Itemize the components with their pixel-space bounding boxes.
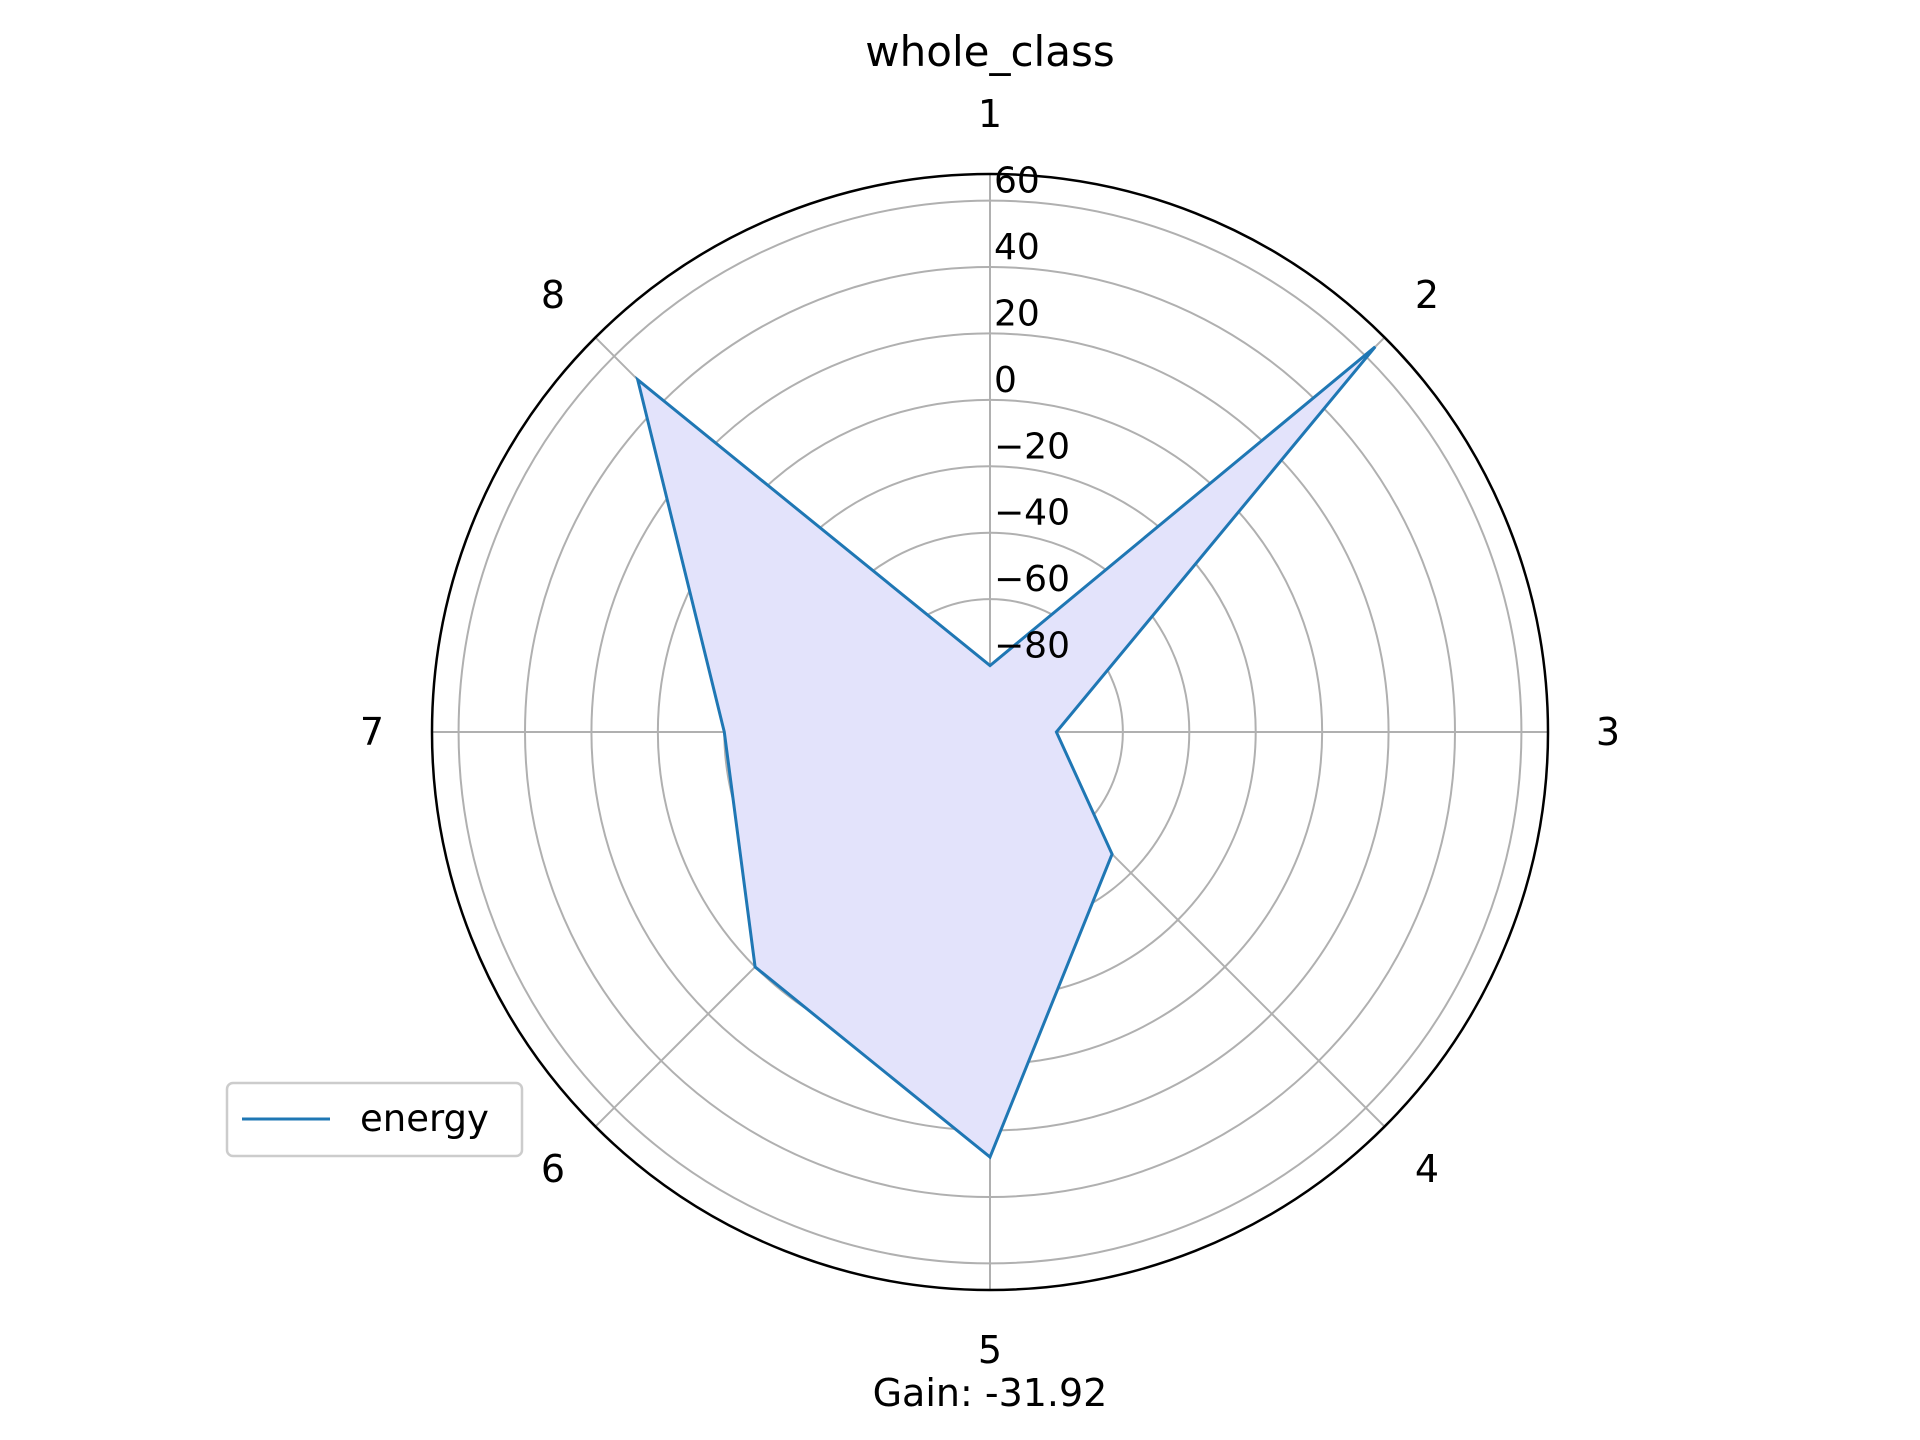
radial-tick-label: 20 [994,293,1040,334]
category-label-8: 8 [541,273,565,317]
category-label-7: 7 [360,710,384,754]
legend: energy [225,1081,524,1158]
polar-frame [430,172,1550,1292]
category-label-6: 6 [541,1147,565,1191]
radial-tick-label: −40 [994,493,1070,534]
radial-tick-labels: −80 −60 −40 −20 0 20 40 60 [994,161,1070,667]
radial-tick-label: −20 [994,426,1070,467]
category-label-2: 2 [1415,273,1439,317]
category-label-1: 1 [978,92,1002,136]
series-fill-energy [637,346,1376,1158]
radial-tick-label: 0 [994,360,1017,401]
category-label-4: 4 [1415,1147,1439,1191]
radial-tick-label: −80 [994,626,1070,667]
legend-label-energy: energy [360,1097,489,1140]
radial-tick-label: −60 [994,559,1070,600]
series-line-energy [635,345,1377,1160]
category-label-5: 5 [978,1328,1002,1372]
axis-labels: 1 2 3 4 5 6 7 8 [360,92,1620,1372]
category-label-3: 3 [1596,710,1620,754]
radial-tick-label: 40 [994,227,1040,268]
gain-annotation: Gain: -31.92 [873,1371,1108,1415]
radial-tick-label: 60 [994,161,1040,202]
legend-frame [225,1081,524,1158]
data-layer [635,345,1377,1160]
chart-title: whole_class [865,27,1114,76]
